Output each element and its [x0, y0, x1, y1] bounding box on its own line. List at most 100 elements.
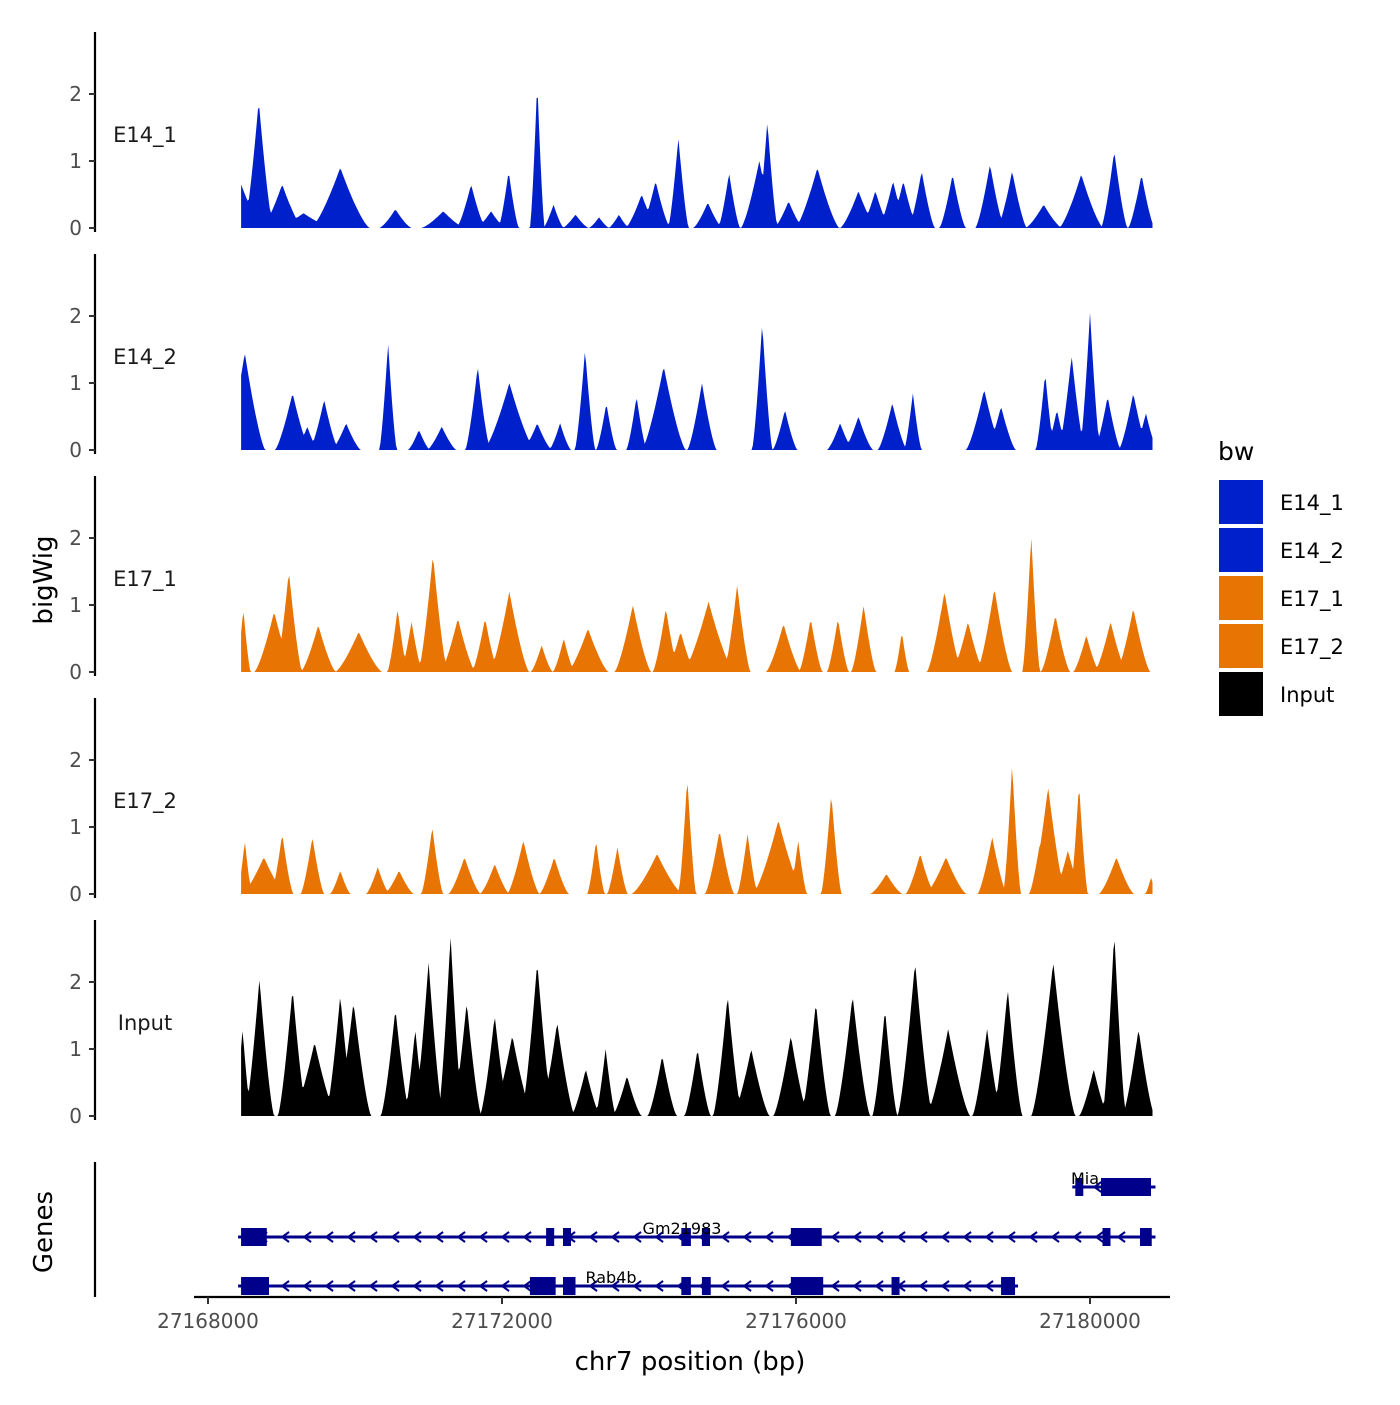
- y-tick-label: 0: [69, 438, 82, 462]
- coverage-area-Input: [241, 938, 1153, 1116]
- strand-arrow: [456, 1231, 466, 1243]
- strand-arrow: [500, 1280, 510, 1292]
- gene-exon: [563, 1228, 572, 1246]
- y-tick-label: 0: [69, 216, 82, 240]
- gene-exon: [891, 1277, 900, 1295]
- legend-key: [1219, 624, 1263, 668]
- strand-arrow: [830, 1231, 840, 1243]
- strand-arrow: [610, 1231, 620, 1243]
- track-panel-Input: 0 1 2 Input: [69, 920, 1153, 1128]
- gene-exon: [529, 1277, 556, 1295]
- legend-key: [1219, 480, 1263, 524]
- gene-exon: [1001, 1277, 1016, 1295]
- coverage-area-E14_1: [241, 97, 1153, 229]
- strand-arrow: [632, 1280, 642, 1292]
- strand-arrow: [610, 1280, 620, 1292]
- strand-arrow: [478, 1231, 488, 1243]
- track-panel-E14_1: 0 1 2 E14_1: [69, 32, 1153, 240]
- strand-arrow: [368, 1280, 378, 1292]
- strand-arrow: [588, 1231, 598, 1243]
- y-tick-label: 2: [69, 526, 82, 550]
- strand-arrow: [346, 1231, 356, 1243]
- y-tick-label: 2: [69, 748, 82, 772]
- gene-exon: [546, 1228, 555, 1246]
- legend-item-E17_2: E17_2: [1219, 624, 1344, 668]
- coverage-area-E14_2: [241, 313, 1153, 450]
- coverage-area-E17_2: [241, 767, 1153, 894]
- legend-key: [1219, 672, 1263, 716]
- legend-item-E17_1: E17_1: [1219, 576, 1344, 620]
- track-label-E17_1: E17_1: [113, 567, 177, 592]
- strand-arrow: [368, 1231, 378, 1243]
- strand-arrow: [764, 1231, 774, 1243]
- track-label-E14_1: E14_1: [113, 123, 177, 148]
- x-tick-label: 27176000: [745, 1309, 847, 1333]
- legend-item-E14_2: E14_2: [1219, 528, 1344, 572]
- gene-exon: [1075, 1178, 1084, 1196]
- strand-arrow: [632, 1231, 642, 1243]
- strand-arrow: [412, 1280, 422, 1292]
- legend-title: bw: [1218, 437, 1254, 466]
- y-tick-label: 1: [69, 149, 82, 173]
- track-panel-E17_2: 0 1 2 E17_2: [69, 698, 1153, 906]
- y-tick-label: 0: [69, 1104, 82, 1128]
- y-tick-label: 1: [69, 371, 82, 395]
- track-panel-E17_1: 0 1 2 E17_1: [69, 476, 1153, 684]
- strand-arrow: [390, 1280, 400, 1292]
- strand-arrow: [1050, 1231, 1060, 1243]
- strand-arrow: [324, 1280, 334, 1292]
- gene-exon: [241, 1277, 270, 1295]
- legend: bw E14_1 E14_2 E17_1 E17_2 Input: [1218, 437, 1344, 716]
- x-tick-label: 27180000: [1039, 1309, 1141, 1333]
- strand-arrow: [390, 1231, 400, 1243]
- legend-key: [1219, 576, 1263, 620]
- strand-arrow: [940, 1280, 950, 1292]
- track-panel-E14_2: 0 1 2 E14_2: [69, 254, 1153, 462]
- gene-exon: [563, 1277, 576, 1295]
- strand-arrow: [346, 1280, 356, 1292]
- strand-arrow: [434, 1231, 444, 1243]
- gene-Rab4b: Rab4b: [238, 1268, 1019, 1295]
- strand-arrow: [742, 1231, 752, 1243]
- x-tick-label: 27168000: [157, 1309, 259, 1333]
- genes-axis-title: Genes: [29, 1191, 59, 1273]
- strand-arrow: [1006, 1231, 1016, 1243]
- y-tick-label: 0: [69, 882, 82, 906]
- strand-arrow: [478, 1280, 488, 1292]
- strand-arrow: [852, 1231, 862, 1243]
- strand-arrow: [852, 1280, 862, 1292]
- legend-label: E14_2: [1280, 539, 1344, 564]
- track-label-E17_2: E17_2: [113, 789, 177, 814]
- x-axis-title: chr7 position (bp): [575, 1347, 806, 1377]
- strand-arrow: [434, 1280, 444, 1292]
- x-tick-label: 27172000: [451, 1309, 553, 1333]
- strand-arrow: [302, 1280, 312, 1292]
- strand-arrow: [324, 1231, 334, 1243]
- y-tick-label: 2: [69, 82, 82, 106]
- y-tick-label: 1: [69, 1037, 82, 1061]
- gene-exon: [1102, 1228, 1111, 1246]
- strand-arrow: [720, 1280, 730, 1292]
- gene-label-Rab4b: Rab4b: [585, 1268, 636, 1287]
- legend-key: [1219, 528, 1263, 572]
- strand-arrow: [918, 1280, 928, 1292]
- strand-arrow: [280, 1280, 290, 1292]
- strand-arrow: [896, 1231, 906, 1243]
- strand-arrow: [654, 1280, 664, 1292]
- y-tick-label: 1: [69, 815, 82, 839]
- gene-exon: [701, 1277, 711, 1295]
- legend-item-Input: Input: [1219, 672, 1334, 716]
- strand-arrow: [280, 1231, 290, 1243]
- strand-arrow: [1072, 1231, 1082, 1243]
- y-tick-label: 2: [69, 970, 82, 994]
- strand-arrow: [874, 1231, 884, 1243]
- strand-arrow: [962, 1231, 972, 1243]
- strand-arrow: [588, 1280, 598, 1292]
- legend-label: E17_1: [1280, 587, 1344, 612]
- gene-Gm21983: Gm21983: [238, 1219, 1156, 1246]
- strand-arrow: [918, 1231, 928, 1243]
- strand-arrow: [720, 1231, 730, 1243]
- genes-panel: Mia Gm21983 Rab4b: [93, 1162, 1156, 1297]
- legend-label: Input: [1280, 683, 1334, 707]
